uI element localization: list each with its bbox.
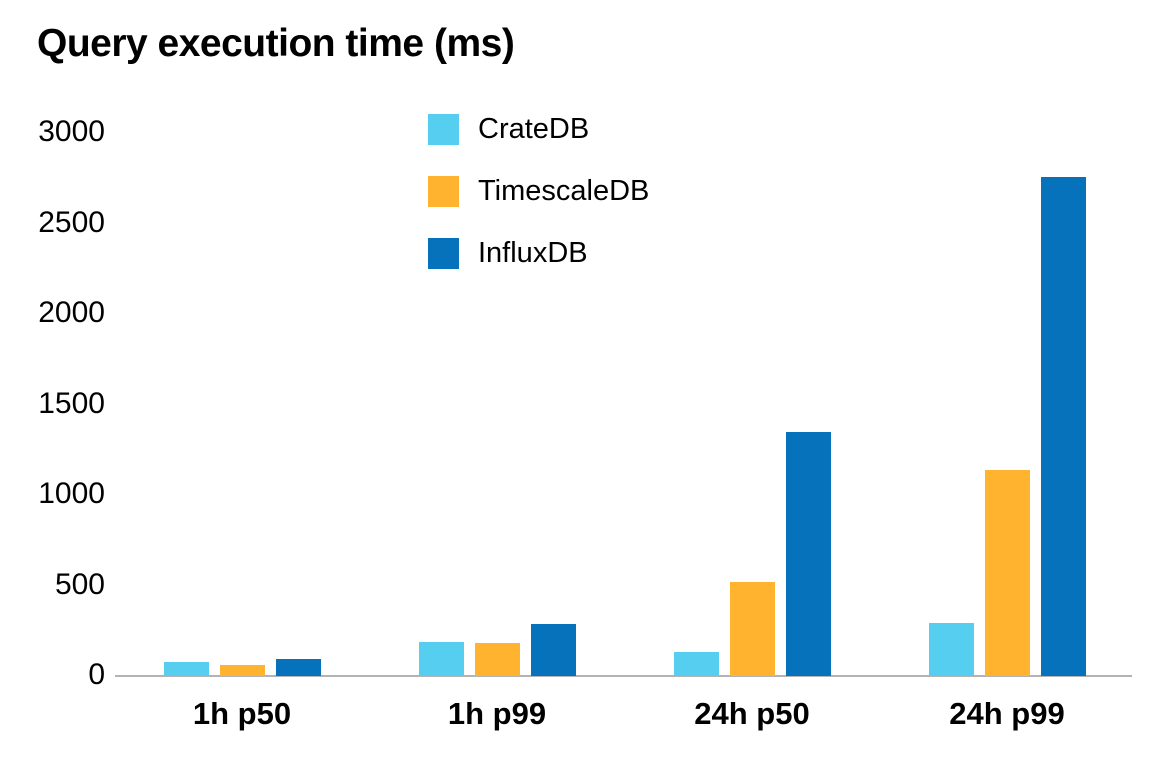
bar-cratedb-1h-p99 (418, 642, 464, 676)
legend-color-swatch-icon (428, 114, 459, 145)
bar-influxdb-24h-p50 (785, 432, 831, 676)
bar-timescaledb-1h-p99 (474, 643, 520, 676)
legend-item-cratedb: CrateDB (428, 113, 649, 146)
x-axis-category-label: 1h p99 (447, 696, 547, 731)
bar-influxdb-1h-p50 (275, 659, 321, 676)
y-axis-tick-label: 1500 (38, 386, 105, 420)
x-axis-category-label: 24h p50 (694, 696, 810, 731)
legend-color-swatch-icon (428, 238, 459, 269)
legend-series-label: CrateDB (478, 113, 590, 145)
legend-color-swatch-icon (428, 176, 459, 207)
legend-item-timescaledb: TimescaleDB (428, 175, 649, 208)
y-axis-tick-label: 0 (88, 658, 105, 691)
bar-cratedb-24h-p99 (928, 623, 974, 676)
y-axis-tick-label: 2000 (38, 296, 105, 329)
chart-title: Query execution time (ms) (37, 22, 515, 65)
bar-timescaledb-24h-p99 (984, 470, 1030, 676)
x-axis-category-label: 1h p50 (192, 696, 292, 731)
legend-series-label: TimescaleDB (478, 175, 650, 207)
bar-cratedb-24h-p50 (673, 652, 719, 676)
bar-timescaledb-24h-p50 (729, 582, 775, 676)
x-axis-line (115, 675, 1132, 677)
y-axis-tick-label: 2500 (38, 205, 105, 239)
y-axis-tick-label: 500 (54, 567, 105, 601)
legend-item-influxdb: InfluxDB (428, 237, 649, 270)
bar-influxdb-1h-p99 (530, 624, 576, 676)
legend-series-label: InfluxDB (478, 237, 588, 269)
bar-influxdb-24h-p99 (1040, 177, 1086, 676)
x-axis-category-label: 24h p99 (949, 696, 1065, 731)
y-axis-tick-label: 3000 (38, 115, 105, 148)
chart-legend: CrateDB TimescaleDB InfluxDB (428, 113, 649, 299)
y-axis-tick-label: 1000 (38, 477, 105, 510)
bar-cratedb-1h-p50 (163, 662, 209, 676)
bar-timescaledb-1h-p50 (219, 665, 265, 676)
